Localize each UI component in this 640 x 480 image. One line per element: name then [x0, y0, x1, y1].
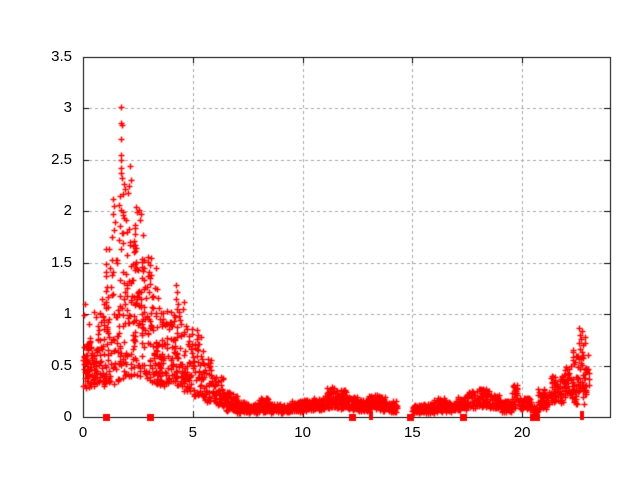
y-tick-label: 0	[63, 408, 72, 425]
x-tick-label: 0	[78, 424, 88, 441]
y-tick-label: 1	[63, 305, 72, 323]
x-tick-label: 20	[513, 424, 531, 441]
y-tick-label: 3	[63, 99, 72, 117]
y-tick-label: 0.5	[51, 356, 72, 374]
y-tick-label: 2.5	[51, 150, 72, 168]
x-tick-label: 5	[188, 424, 197, 441]
y-tick-label: 1.5	[51, 253, 72, 271]
y-tick-label: 3.5	[51, 48, 72, 65]
x-tick-label: 10	[294, 424, 311, 441]
y-tick-label: 2	[63, 202, 72, 220]
x-tick-label: 15	[404, 424, 421, 441]
